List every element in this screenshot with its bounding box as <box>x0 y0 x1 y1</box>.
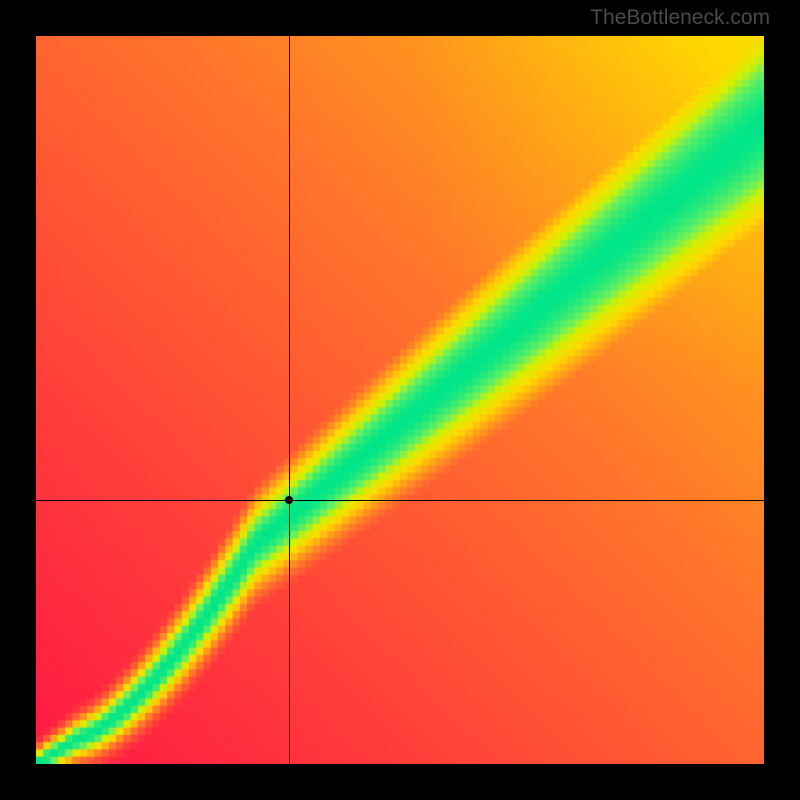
heatmap-canvas <box>36 36 764 764</box>
crosshair-horizontal <box>36 500 764 501</box>
plot-area <box>36 36 764 764</box>
watermark-text: TheBottleneck.com <box>590 6 770 30</box>
chart-container: TheBottleneck.com <box>0 0 800 800</box>
crosshair-marker <box>285 496 293 504</box>
crosshair-vertical <box>289 36 290 764</box>
